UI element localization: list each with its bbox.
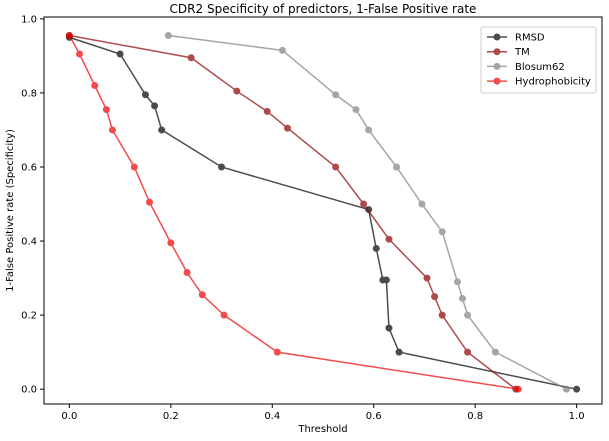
series-blosum62: [164, 32, 570, 393]
data-point-rmsd: [141, 91, 149, 99]
data-point-hydrophobicity: [514, 385, 522, 393]
data-point-tm: [431, 293, 439, 301]
data-point-hydrophobicity: [167, 239, 175, 247]
data-point-blosum62: [459, 294, 466, 302]
data-point-blosum62: [464, 311, 472, 319]
x-tick-label: 0.0: [61, 411, 77, 422]
series-tm: [65, 32, 520, 393]
series-rmsd: [65, 33, 581, 393]
data-point-hydrophobicity: [183, 269, 191, 277]
data-point-hydrophobicity: [146, 198, 154, 206]
y-tick-label: 0.4: [21, 237, 37, 248]
x-axis: 0.0 0.2 0.4 0.6 0.8 1.0: [61, 404, 585, 422]
data-point-rmsd: [372, 244, 380, 252]
data-point-rmsd: [382, 276, 390, 284]
series-line-hydrophobicity: [68, 35, 519, 390]
data-point-tm: [187, 54, 195, 62]
plot-frame: [43, 16, 603, 405]
data-point-rmsd: [573, 385, 581, 393]
data-point-blosum62: [365, 126, 373, 134]
data-point-hydrophobicity: [91, 82, 99, 90]
data-point-tm: [423, 274, 431, 282]
y-tick-label: 0.2: [21, 311, 37, 322]
data-point-blosum62: [278, 46, 286, 54]
data-point-hydrophobicity: [108, 126, 116, 134]
data-point-tm: [332, 163, 340, 171]
x-tick-label: 1.0: [569, 411, 585, 422]
x-tick-label: 0.8: [467, 411, 483, 422]
y-axis-label: 1-False Positive rate (Specificity): [5, 129, 16, 292]
legend-marker: [493, 77, 501, 85]
legend-label: TM: [514, 47, 530, 58]
legend-label: Hydrophobicity: [515, 77, 591, 88]
x-tick-label: 0.4: [264, 411, 280, 422]
data-point-tm: [283, 124, 291, 132]
data-point-blosum62: [491, 348, 499, 356]
x-axis-label: Threshold: [297, 424, 347, 435]
data-point-blosum62: [418, 200, 426, 208]
data-point-blosum62: [332, 91, 340, 99]
chart-title: CDR2 Specificity of predictors, 1-False …: [170, 2, 477, 16]
series-hydrophobicity: [65, 32, 522, 393]
data-point-blosum62: [453, 278, 461, 286]
legend-label: Blosum62: [515, 62, 565, 73]
legend-item-rmsd: [487, 33, 507, 41]
y-tick-label: 1.0: [21, 14, 37, 25]
y-tick-label: 0.0: [21, 385, 37, 396]
data-point-blosum62: [393, 163, 401, 171]
data-point-blosum62: [352, 106, 360, 114]
series-line-tm: [69, 34, 517, 390]
data-point-hydrophobicity: [76, 50, 84, 58]
data-point-rmsd: [218, 163, 226, 171]
data-point-hydrophobicity: [130, 163, 138, 171]
legend-item-hydrophobicity: [487, 77, 507, 85]
data-point-hydrophobicity: [198, 291, 206, 299]
data-point-rmsd: [151, 102, 159, 110]
data-point-tm: [464, 348, 472, 356]
legend-marker: [493, 33, 501, 41]
legend-box: [480, 26, 597, 94]
legend-item-tm: [487, 48, 507, 56]
data-point-tm: [263, 107, 271, 115]
legend-label: RMSD: [515, 33, 545, 44]
data-point-hydrophobicity: [220, 311, 228, 319]
data-point-blosum62: [164, 32, 172, 40]
data-point-blosum62: [562, 385, 570, 393]
legend-marker: [493, 62, 501, 70]
data-point-tm: [385, 235, 393, 243]
data-point-tm: [233, 87, 241, 95]
y-axis: 0.0 0.2 0.4 0.6 0.8 1.0: [21, 14, 44, 396]
data-point-hydrophobicity: [102, 106, 110, 114]
x-tick-label: 0.6: [366, 411, 382, 422]
y-tick-label: 0.8: [21, 88, 37, 99]
data-point-blosum62: [438, 228, 446, 236]
legend-marker: [493, 48, 501, 56]
legend-item-blosum62: [487, 62, 507, 70]
data-point-tm: [438, 311, 446, 319]
x-tick-label: 0.2: [163, 411, 179, 422]
data-point-tm: [360, 200, 368, 208]
y-tick-label: 0.6: [21, 162, 37, 173]
data-point-rmsd: [385, 324, 393, 332]
plot-area: [65, 32, 581, 393]
data-point-rmsd: [395, 348, 403, 356]
data-point-hydrophobicity: [273, 348, 281, 356]
data-point-rmsd: [158, 126, 166, 134]
data-point-hydrophobicity: [65, 32, 73, 40]
data-point-rmsd: [116, 50, 124, 58]
legend: RMSD TM Blosum62 Hydrophobicity: [480, 26, 597, 94]
